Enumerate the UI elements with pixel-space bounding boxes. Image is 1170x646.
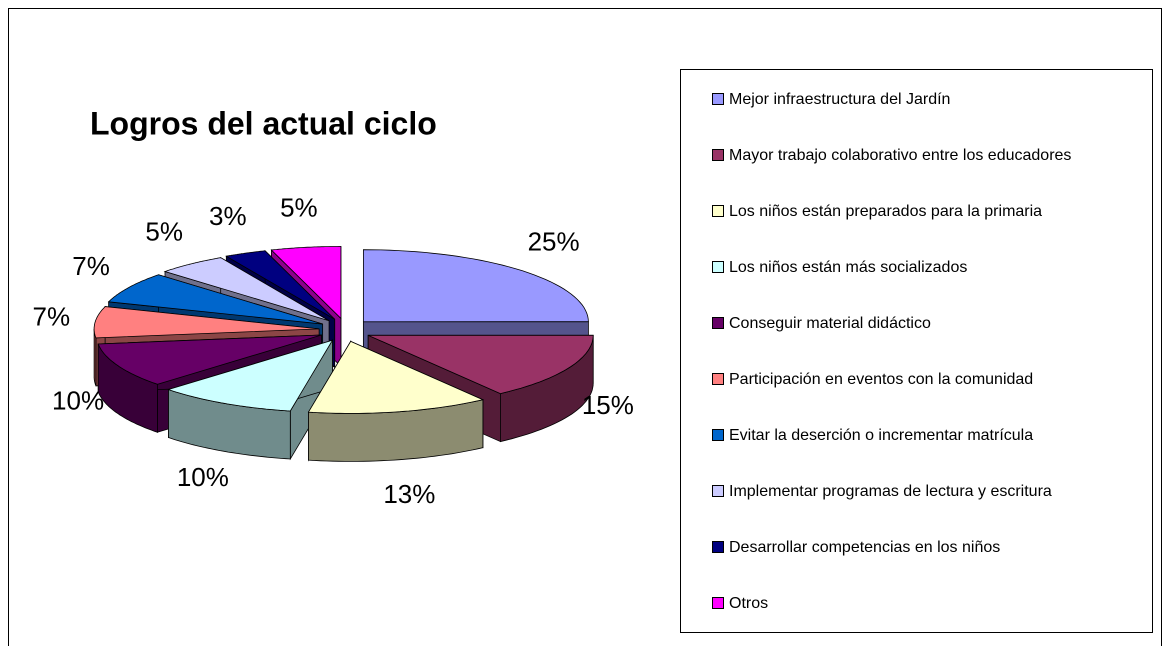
legend-label: Mayor trabajo colaborativo entre los edu… xyxy=(729,147,1071,164)
chart-title: Logros del actual ciclo xyxy=(90,105,437,141)
data-label: 7% xyxy=(72,251,110,281)
data-label: 13% xyxy=(383,479,435,509)
slice xyxy=(107,274,323,325)
legend-label: Desarrollar competencias en los niños xyxy=(729,539,1000,556)
legend-label: Los niños están más socializados xyxy=(729,259,967,276)
legend-swatch xyxy=(712,93,724,105)
data-label: 7% xyxy=(33,301,71,331)
legend-swatch xyxy=(712,205,724,217)
legend-label: Otros xyxy=(729,595,768,612)
data-label: 10% xyxy=(177,462,229,492)
data-label: 10% xyxy=(52,385,104,415)
data-label: 15% xyxy=(582,390,634,420)
legend-label: Conseguir material didáctico xyxy=(729,315,931,332)
legend-swatch xyxy=(712,541,724,553)
legend-label: Evitar la deserción o incrementar matríc… xyxy=(729,427,1033,444)
chart-frame xyxy=(8,8,1162,646)
slice xyxy=(225,250,335,320)
legend-label: Mejor infraestructura del Jardín xyxy=(729,91,950,108)
legend-swatch xyxy=(712,597,724,609)
pie xyxy=(93,246,594,462)
slice xyxy=(368,334,594,395)
data-label: 3% xyxy=(209,201,247,231)
legend-swatch xyxy=(712,373,724,385)
slice xyxy=(167,339,334,412)
slice xyxy=(93,306,320,339)
slice xyxy=(97,334,322,385)
legend-label: Participación en eventos con la comunida… xyxy=(729,371,1033,388)
legend-swatch xyxy=(712,317,724,329)
data-label: 5% xyxy=(280,192,318,222)
data-label: 25% xyxy=(528,227,580,257)
legend-swatch xyxy=(712,429,724,441)
legend-swatch xyxy=(712,261,724,273)
legend-label: Implementar programas de lectura y escri… xyxy=(729,483,1052,500)
slice xyxy=(270,246,342,320)
slice xyxy=(307,340,485,414)
data-label: 5% xyxy=(145,216,183,246)
legend-swatch xyxy=(712,149,724,161)
slice xyxy=(362,249,589,323)
legend-box xyxy=(680,69,1153,633)
legend-swatch xyxy=(712,485,724,497)
slice xyxy=(163,257,330,322)
legend-label: Los niños están preparados para la prima… xyxy=(729,203,1042,220)
